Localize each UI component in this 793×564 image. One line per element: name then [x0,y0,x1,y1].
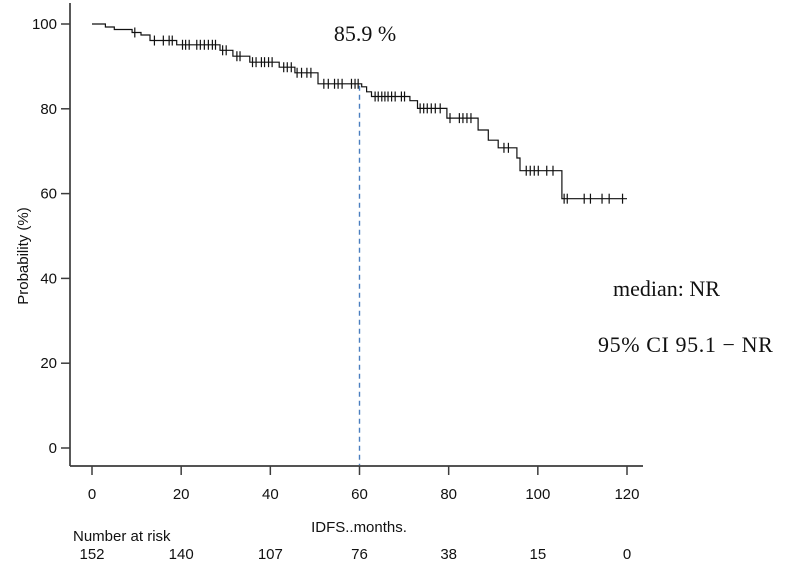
x-tick-label: 100 [525,486,550,503]
km-step-curve [92,23,627,200]
number-at-risk-value: 152 [79,546,104,563]
confidence-interval-text: 95% CI 95.1 − NR [598,332,773,357]
x-axis-label: IDFS..months. [311,519,407,536]
number-at-risk-value: 38 [440,546,457,563]
number-at-risk-heading: Number at risk [73,528,171,545]
y-tick-label: 100 [32,16,57,33]
number-at-risk-value: 76 [351,546,368,563]
y-tick-label: 20 [40,355,57,372]
km-curve-layer [92,23,627,204]
number-at-risk-layer: 152 140 107 76 38 15 0 [79,546,631,563]
x-tick-label: 20 [173,486,190,503]
y-tick-label: 40 [40,270,57,287]
y-tick-label: 0 [49,440,57,457]
x-tick-label: 120 [614,486,639,503]
survival-rate-annotation: 85.9 % [334,21,396,46]
y-axis-label: Probability (%) [15,207,32,305]
x-tick-label: 40 [262,486,279,503]
y-tick-label: 80 [40,101,57,118]
number-at-risk-value: 107 [258,546,283,563]
x-tick-label: 0 [88,486,96,503]
x-tick-label: 60 [351,486,368,503]
median-stat-text: median: NR [613,276,720,301]
number-at-risk-value: 140 [169,546,194,563]
axes-layer: 0 20 40 60 80 100 0 20 40 60 80 100 120 [32,3,643,503]
y-tick-label: 60 [40,186,57,203]
x-tick-label: 80 [440,486,457,503]
number-at-risk-value: 0 [623,546,631,563]
number-at-risk-value: 15 [529,546,546,563]
